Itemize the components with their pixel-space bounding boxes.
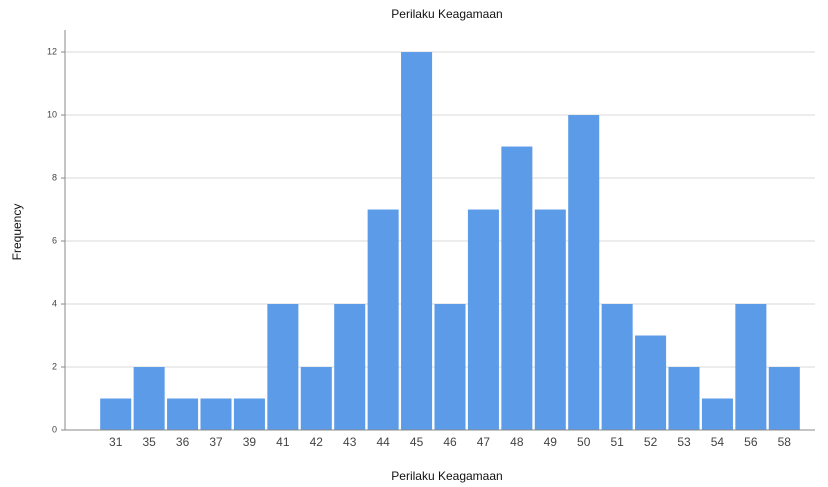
x-tick-label: 37 (209, 435, 223, 449)
x-tick-label: 53 (677, 435, 691, 449)
x-tick-label: 58 (778, 435, 792, 449)
bar (100, 398, 132, 430)
bar (735, 304, 767, 430)
bar (601, 304, 633, 430)
bar (501, 146, 533, 430)
bar (401, 52, 433, 431)
x-tick-label: 49 (544, 435, 558, 449)
x-tick-label: 47 (477, 435, 491, 449)
y-tick-label: 6 (52, 235, 57, 245)
bar (300, 367, 332, 430)
bar (434, 304, 466, 430)
bar (367, 209, 399, 430)
bar (534, 209, 566, 430)
y-tick-label: 12 (47, 46, 57, 56)
x-tick-label: 41 (276, 435, 290, 449)
x-tick-label: 50 (577, 435, 591, 449)
x-tick-label: 54 (711, 435, 725, 449)
x-tick-label: 56 (744, 435, 758, 449)
bar (167, 398, 199, 430)
x-tick-label: 36 (176, 435, 190, 449)
y-tick-label: 0 (52, 424, 57, 434)
bar (267, 304, 299, 430)
bar (635, 335, 667, 430)
x-axis-title: Perilaku Keagamaan (391, 469, 502, 483)
y-tick-label: 8 (52, 172, 57, 182)
x-tick-label: 35 (142, 435, 156, 449)
x-tick-label: 51 (610, 435, 624, 449)
x-tick-label: 44 (376, 435, 390, 449)
x-tick-label: 52 (644, 435, 658, 449)
y-tick-label: 4 (52, 298, 57, 308)
bar (668, 367, 700, 430)
y-tick-label: 2 (52, 361, 57, 371)
x-tick-label: 39 (243, 435, 257, 449)
x-tick-label: 42 (310, 435, 324, 449)
bar (200, 398, 232, 430)
chart-title: Perilaku Keagamaan (391, 7, 502, 21)
x-tick-label: 45 (410, 435, 424, 449)
bar (233, 398, 265, 430)
x-tick-label: 48 (510, 435, 524, 449)
x-tick-label: 46 (443, 435, 457, 449)
y-axis-title: Frequency (10, 204, 24, 261)
y-tick-label: 10 (47, 109, 57, 119)
x-tick-label: 31 (109, 435, 123, 449)
bar (334, 304, 366, 430)
x-tick-label: 43 (343, 435, 357, 449)
bar (467, 209, 499, 430)
bar (568, 115, 600, 430)
bar (701, 398, 733, 430)
bar (133, 367, 165, 430)
bar (768, 367, 800, 430)
